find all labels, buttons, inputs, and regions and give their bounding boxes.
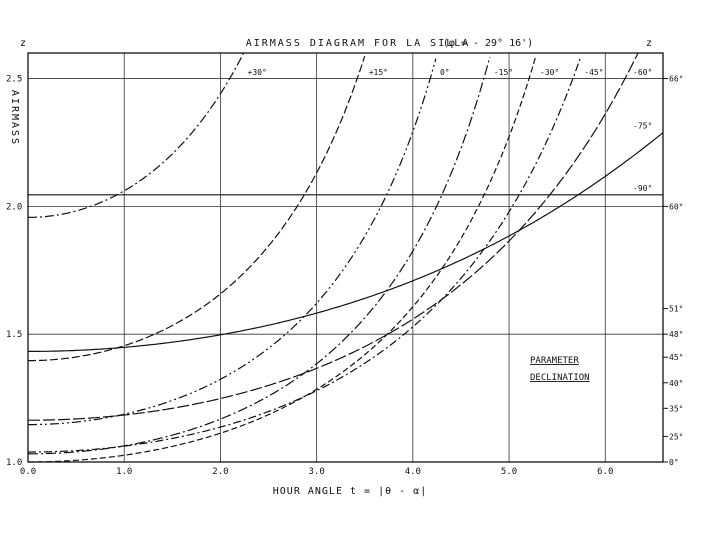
x-tick-label: 1.0 xyxy=(116,467,132,477)
series-line xyxy=(28,52,639,421)
corner-label-right: z xyxy=(646,38,652,49)
series-label: -15° xyxy=(494,68,513,77)
series-line xyxy=(28,53,245,218)
series-line xyxy=(28,55,366,362)
y-axis-title: AIRMASS xyxy=(9,90,20,146)
series-label: +15° xyxy=(369,68,388,77)
zenith-tick-label: 51° xyxy=(669,305,683,314)
zenith-tick-label: 48° xyxy=(669,330,683,339)
zenith-tick-label: 45° xyxy=(669,353,683,362)
zenith-tick-label: 35° xyxy=(669,404,683,413)
zenith-tick-label: 66° xyxy=(669,75,683,84)
corner-label-left: z xyxy=(20,38,26,49)
label-layer: 0.0 1.0 2.0 3.0 4.0 5.0 6.01.01.52.02.5 66°60°5… xyxy=(6,68,683,477)
grid xyxy=(28,53,663,463)
x-tick-label: 6.0 xyxy=(597,467,613,477)
x-tick-label: 0.0 xyxy=(20,467,36,477)
series-line xyxy=(28,56,491,455)
zenith-tick-label: 0° xyxy=(669,458,679,467)
zenith-tick-label: 25° xyxy=(669,432,683,441)
series-label: -90° xyxy=(633,184,652,193)
series-layer xyxy=(28,52,664,463)
series-label: -60° xyxy=(633,68,652,77)
zenith-tick-label: 60° xyxy=(669,202,683,211)
x-tick-label: 4.0 xyxy=(405,467,421,477)
zenith-tick-label: 40° xyxy=(669,379,683,388)
series-line xyxy=(28,55,537,463)
x-tick-label: 3.0 xyxy=(309,467,325,477)
x-tick-label: 5.0 xyxy=(501,467,517,477)
x-axis-title: HOUR ANGLE t = |θ - α| xyxy=(273,486,427,497)
legend-line-2: DECLINATION xyxy=(530,373,590,383)
series-label: -30° xyxy=(540,68,559,77)
plot-frame xyxy=(27,52,664,463)
y-tick-label: 2.0 xyxy=(6,202,22,212)
series-label: -75° xyxy=(633,122,652,131)
chart-title: AIRMASS DIAGRAM FOR LA SILLA xyxy=(246,38,471,49)
series-line xyxy=(28,58,437,426)
series-label: -45° xyxy=(584,68,603,77)
series-line xyxy=(28,57,581,453)
y-tick-label: 2.5 xyxy=(6,75,22,85)
y-tick-label: 1.5 xyxy=(6,330,22,340)
series-label: 0° xyxy=(440,68,450,77)
series-line xyxy=(28,132,664,352)
series-label: +30° xyxy=(248,68,267,77)
y-tick-label: 1.0 xyxy=(6,458,22,468)
chart-subtitle: (φ = - 29° 16') xyxy=(443,38,533,49)
x-tick-label: 2.0 xyxy=(212,467,228,477)
legend-line-1: PARAMETER xyxy=(530,356,579,366)
